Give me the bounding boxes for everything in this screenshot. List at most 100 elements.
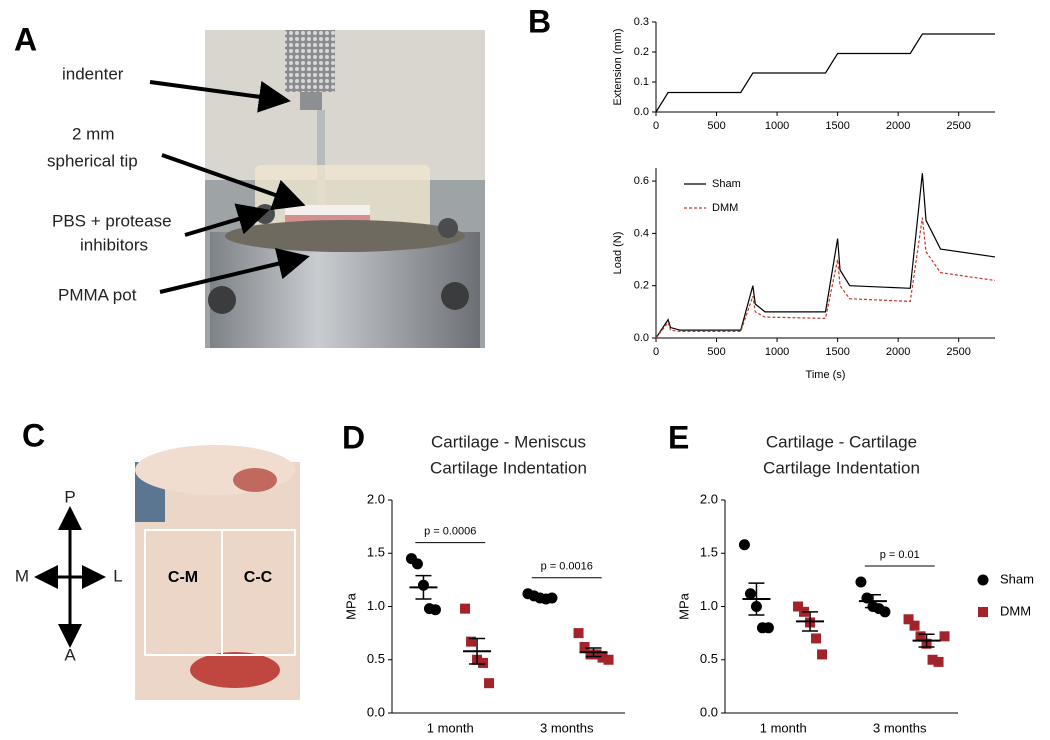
error-bar — [585, 647, 602, 658]
y-tick-label: 0.1 — [634, 76, 649, 88]
chart-title: Cartilage Indentation — [430, 458, 587, 477]
panel-letter: C — [22, 417, 45, 453]
x-tick-label: 3 months — [873, 720, 927, 735]
y-axis-label: MPa — [676, 592, 691, 620]
compass-label: L — [113, 566, 122, 585]
y-tick-label: 1.5 — [700, 545, 718, 560]
photo-annotation: inhibitors — [80, 235, 148, 254]
chart-title: Cartilage Indentation — [763, 458, 920, 477]
error-bar — [802, 611, 819, 632]
data-point — [879, 606, 891, 618]
error-bar — [469, 637, 486, 665]
data-point — [903, 614, 914, 625]
compass-label: M — [15, 566, 29, 585]
y-tick-label: 0.5 — [700, 651, 718, 666]
x-tick-label: 500 — [707, 346, 725, 358]
y-tick-label: 0.0 — [700, 704, 718, 719]
p-value: p = 0.0006 — [424, 525, 476, 537]
data-line — [655, 33, 995, 113]
data-line — [655, 217, 996, 339]
y-tick-label: 2.0 — [367, 491, 385, 506]
data-point — [429, 604, 441, 616]
x-tick-label: 2500 — [946, 346, 970, 358]
compass-label: A — [64, 645, 76, 664]
x-tick-label: 1000 — [765, 120, 789, 132]
photo-annotation: PBS + protease — [52, 211, 172, 230]
y-tick-label: 0.4 — [634, 227, 649, 239]
data-point — [939, 631, 950, 642]
compass-label: P — [64, 487, 75, 506]
y-tick-label: 2.0 — [700, 491, 718, 506]
data-point — [855, 576, 867, 588]
error-bar — [415, 574, 432, 600]
y-tick-label: 0.6 — [634, 175, 649, 187]
y-axis-label: Extension (mm) — [612, 28, 624, 105]
x-tick-label: 2500 — [946, 120, 970, 132]
x-tick-label: 500 — [707, 120, 725, 132]
arrows-a — [149, 80, 310, 294]
x-tick-label: 1500 — [825, 120, 849, 132]
data-point — [466, 636, 477, 647]
p-value: p = 0.0016 — [541, 561, 593, 573]
legend-marker — [977, 574, 989, 586]
error-bar — [864, 594, 881, 609]
data-line — [655, 173, 996, 339]
photo-annotation: indenter — [62, 64, 124, 83]
data-point — [603, 654, 614, 665]
data-point — [817, 649, 828, 660]
photo-a — [205, 30, 485, 348]
y-tick-label: 0.0 — [634, 106, 649, 118]
x-axis-label: Time (s) — [806, 369, 846, 381]
compass — [34, 506, 106, 648]
data-point — [762, 622, 774, 634]
region-label: C-M — [168, 569, 198, 586]
data-point — [915, 631, 926, 642]
photo-c — [135, 445, 300, 700]
y-tick-label: 0.0 — [634, 332, 649, 344]
legend-label: DMM — [712, 202, 738, 214]
x-tick-label: 3 months — [540, 720, 594, 735]
error-bar — [918, 633, 935, 648]
data-point — [933, 656, 944, 667]
legend-label: DMM — [1000, 603, 1031, 618]
legend-marker — [978, 607, 988, 617]
legend-label: Sham — [1000, 571, 1034, 586]
y-tick-label: 1.5 — [367, 545, 385, 560]
panel-letter: D — [342, 419, 365, 455]
y-tick-label: 1.0 — [700, 598, 718, 613]
error-bar — [531, 594, 548, 600]
panel-letter: E — [668, 419, 689, 455]
y-tick-label: 0.0 — [367, 704, 385, 719]
y-axis-label: Load (N) — [612, 232, 624, 275]
chart-title: Cartilage - Meniscus — [431, 432, 586, 451]
chart-title: Cartilage - Cartilage — [766, 432, 917, 451]
x-tick-label: 2000 — [886, 120, 910, 132]
x-tick-label: 1500 — [825, 346, 849, 358]
data-point — [744, 588, 756, 600]
y-tick-label: 0.2 — [634, 280, 649, 292]
data-point — [573, 628, 584, 639]
x-tick-label: 1000 — [765, 346, 789, 358]
data-point — [811, 633, 822, 644]
panel-letter: A — [14, 21, 37, 57]
data-point — [585, 649, 596, 660]
data-point — [460, 603, 471, 614]
data-point — [579, 641, 590, 652]
photo-annotation: PMMA pot — [58, 285, 137, 304]
p-value: p = 0.01 — [880, 549, 920, 561]
photo-annotation: 2 mm — [72, 124, 115, 143]
data-point — [793, 601, 804, 612]
photo-annotation: spherical tip — [47, 151, 138, 170]
data-point — [591, 649, 602, 660]
y-tick-label: 0.2 — [634, 46, 649, 58]
region-label: C-C — [244, 569, 273, 586]
data-point — [484, 678, 495, 689]
error-bar — [748, 582, 765, 616]
x-tick-label: 0 — [653, 346, 659, 358]
x-tick-label: 1 month — [427, 720, 474, 735]
x-tick-label: 2000 — [886, 346, 910, 358]
panel-letter: B — [528, 3, 551, 39]
y-tick-label: 1.0 — [367, 598, 385, 613]
legend-label: Sham — [712, 178, 741, 190]
